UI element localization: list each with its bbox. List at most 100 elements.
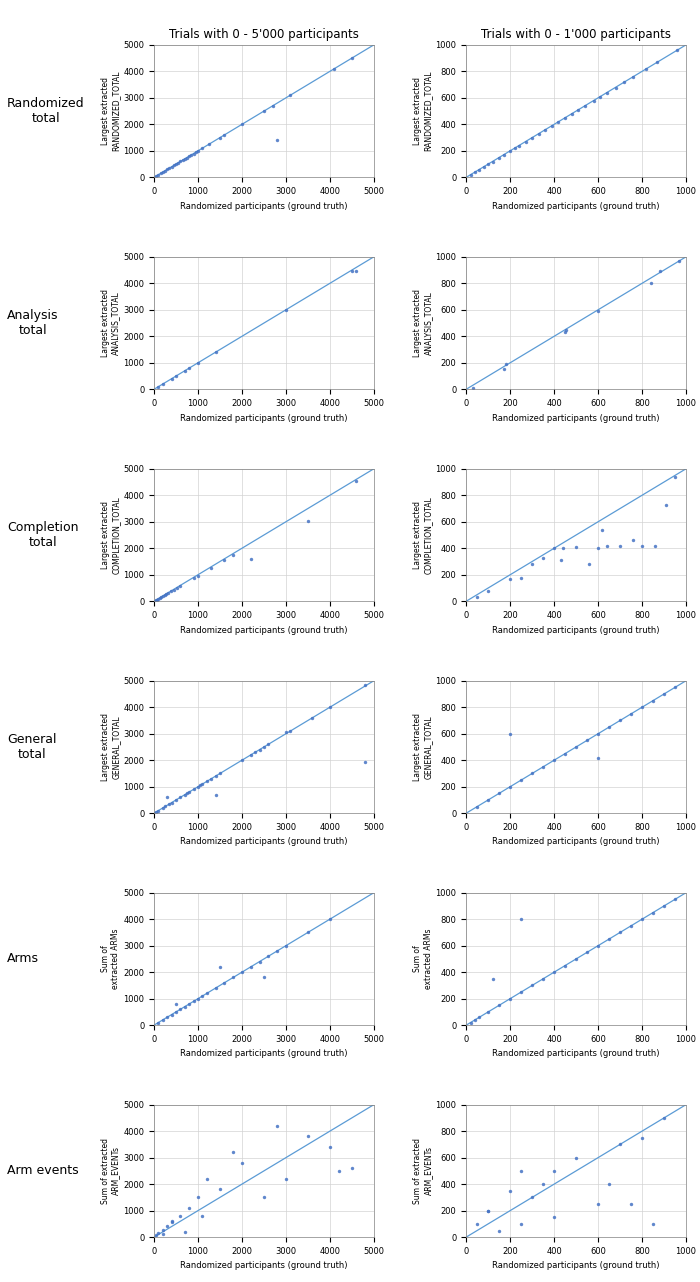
Point [258,101,270,122]
Point [188,779,199,800]
Point [158,162,169,182]
Point [472,1214,483,1235]
Point [549,750,560,770]
Point [650,536,661,556]
Point [193,777,204,797]
Point [153,800,164,820]
Point [161,583,172,604]
Point [494,995,505,1015]
Point [474,159,485,179]
Point [150,165,162,186]
Point [487,151,498,172]
Point [210,765,221,786]
Point [509,138,520,159]
Point [580,96,591,117]
Point [159,585,170,605]
Point [249,742,260,763]
Point [166,1004,177,1024]
Point [474,1006,485,1027]
Point [197,986,208,1006]
Point [570,949,582,969]
Point [619,72,630,92]
Y-axis label: Largest extracted
RANDOMIZED_TOTAL: Largest extracted RANDOMIZED_TOTAL [413,71,433,151]
Point [648,690,659,710]
Point [555,550,566,570]
Point [201,1169,212,1190]
Point [652,53,663,73]
Point [566,104,578,124]
Point [533,123,545,144]
Point [158,1224,169,1245]
Point [582,942,593,963]
Point [478,156,489,177]
Point [669,890,680,910]
Point [645,273,657,294]
Point [214,1179,225,1200]
Point [494,1220,505,1241]
Point [669,467,680,487]
Text: General
total: General total [7,733,57,762]
Point [669,677,680,697]
Point [595,87,606,108]
Point [570,537,582,558]
Point [214,956,225,977]
Point [302,1126,314,1146]
Point [324,697,335,718]
X-axis label: Randomized participants (ground truth): Randomized participants (ground truth) [492,1261,660,1270]
Point [285,720,296,741]
Point [254,740,265,760]
Point [584,554,595,574]
Point [164,794,175,814]
Point [183,146,195,167]
Point [258,1187,270,1208]
Point [465,164,476,185]
Text: Arm events: Arm events [7,1164,78,1177]
Point [498,359,509,379]
Point [190,142,202,163]
Point [164,158,175,178]
Point [515,982,526,1003]
Point [588,91,599,112]
Point [515,1160,526,1181]
X-axis label: Randomized participants (ground truth): Randomized participants (ground truth) [180,1050,348,1059]
Y-axis label: Largest extracted
GENERAL_TOTAL: Largest extracted GENERAL_TOTAL [413,713,433,781]
Point [592,723,603,744]
Point [186,145,197,165]
Point [470,1010,481,1031]
Point [245,745,256,765]
Point [153,164,164,185]
Point [150,591,161,612]
Point [636,536,648,556]
Point [515,769,526,790]
Point [158,586,169,606]
Point [513,136,524,156]
Point [170,1001,181,1022]
Point [183,994,195,1014]
Point [177,150,188,171]
Point [168,155,179,176]
Point [201,772,212,792]
Point [482,790,493,810]
Y-axis label: Largest extracted
GENERAL_TOTAL: Largest extracted GENERAL_TOTAL [101,713,120,781]
Point [351,470,362,491]
Point [258,737,270,758]
Point [172,577,183,597]
Point [557,538,568,559]
Point [280,936,291,956]
Point [153,377,164,397]
Point [197,774,208,795]
Point [603,1174,615,1195]
Point [162,1215,173,1236]
X-axis label: Randomized participants (ground truth): Randomized participants (ground truth) [180,414,348,423]
Point [549,962,560,982]
Point [573,100,584,121]
Point [162,786,173,806]
Point [582,731,593,751]
Point [636,1128,648,1149]
Point [559,744,570,764]
Point [193,353,204,373]
Text: Arms: Arms [7,953,39,965]
Point [526,976,538,996]
Point [505,723,516,744]
Point [193,1187,204,1208]
